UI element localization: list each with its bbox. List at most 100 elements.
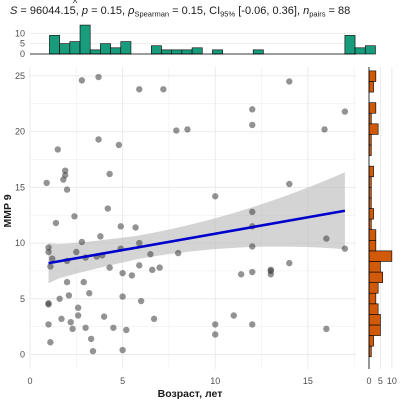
y-hist-bar	[368, 335, 374, 347]
p-eq: =	[88, 5, 101, 17]
p-value: 0.15	[101, 5, 122, 17]
data-point	[80, 278, 87, 286]
x-hist-bar	[354, 47, 366, 55]
x-hist-bar	[364, 45, 376, 55]
subtitle-svg: S = 96044.15, p = 0.15, ρSpearman = 0.15…	[10, 0, 350, 19]
x-hist-bar	[110, 47, 122, 55]
sep-1: ,	[76, 5, 82, 17]
data-point	[78, 238, 86, 246]
ci-label: CI	[209, 5, 220, 17]
data-point	[95, 136, 102, 143]
data-point	[43, 179, 50, 187]
data-point	[136, 86, 143, 93]
data-point	[149, 266, 156, 274]
data-point	[136, 262, 143, 269]
data-point	[78, 77, 86, 84]
x-hist-bar	[212, 49, 223, 55]
x-hist-bar	[171, 49, 183, 55]
n-value: 88	[338, 5, 350, 17]
y-hist-bar	[368, 282, 379, 294]
data-point	[89, 347, 97, 355]
data-point	[212, 331, 219, 338]
data-point	[119, 269, 126, 277]
x-hist-bar	[344, 35, 356, 55]
data-point	[95, 73, 102, 81]
data-point	[65, 292, 73, 299]
data-point	[100, 313, 108, 320]
data-point	[71, 213, 78, 220]
n-eq: =	[325, 5, 338, 17]
x-hist-bar	[151, 45, 162, 55]
confidence-band	[48, 172, 345, 284]
data-point	[58, 315, 65, 323]
data-point	[160, 86, 167, 93]
y-hist-tick-label: 0	[366, 376, 371, 386]
p-label: p	[81, 5, 88, 17]
y-hist-bar	[368, 314, 381, 326]
sep-3: ,	[203, 5, 209, 17]
chart-subtitle: S = 96044.15, p = 0.15, ρSpearman = 0.15…	[0, 0, 407, 22]
data-point	[45, 244, 52, 251]
y-hist-bar	[368, 239, 377, 252]
data-point	[49, 255, 56, 262]
data-point	[267, 267, 274, 275]
x-hist-bar	[89, 49, 101, 55]
data-point	[63, 278, 71, 286]
x-hist-tick-label: 5	[20, 39, 25, 49]
rho-value: 0.15	[182, 5, 203, 17]
x-tick-label: 15	[303, 376, 313, 386]
data-point	[61, 171, 69, 179]
y-hist-bar	[368, 261, 381, 273]
data-point	[119, 293, 126, 300]
data-point	[82, 324, 89, 331]
x-hist-tick-label: 10	[15, 28, 25, 38]
data-point	[249, 208, 256, 216]
axis-labels: Возраст, лет MMP 9	[2, 194, 222, 400]
data-point	[230, 312, 237, 319]
y-hist-tick-label: 5	[378, 376, 383, 386]
x-hist-bar	[59, 43, 71, 55]
x-hist-bar	[100, 43, 111, 55]
data-point	[74, 312, 82, 319]
n-sub: pairs	[309, 10, 326, 19]
data-point	[173, 127, 180, 134]
x-hist-bar	[69, 41, 81, 55]
data-point	[249, 243, 256, 250]
x-tick-label: 0	[27, 376, 32, 386]
data-point	[212, 321, 219, 328]
data-point	[115, 141, 123, 149]
y-hist-bar	[368, 123, 379, 135]
y-marginal-histogram: 0 5 10	[366, 67, 397, 386]
x-hist-bar	[161, 49, 172, 55]
y-axis-title: MMP 9	[2, 194, 14, 227]
data-point	[45, 321, 52, 328]
ci-sub: 95%	[220, 10, 235, 19]
data-point	[87, 335, 95, 343]
data-point	[45, 248, 52, 256]
x-hist-bar	[49, 35, 60, 55]
ci-band-shape	[48, 172, 345, 284]
x-tick-label: 5	[120, 376, 125, 386]
data-point	[123, 326, 130, 334]
y-hist-bar	[368, 292, 377, 305]
data-point	[69, 325, 76, 333]
data-point	[47, 339, 54, 346]
y-hist-bar	[368, 102, 377, 114]
y-tick-label: 10	[15, 238, 25, 248]
data-point	[132, 224, 139, 231]
y-hist-bar	[368, 70, 377, 82]
y-tick-label: 0	[20, 350, 25, 360]
data-point	[212, 193, 219, 200]
x-hist-tick-label: 0	[20, 49, 25, 59]
data-point	[286, 180, 293, 188]
x-hist-bar	[252, 49, 264, 55]
data-point	[174, 249, 182, 257]
data-point	[184, 126, 191, 133]
rho-label: ρ	[127, 5, 134, 17]
data-point	[323, 235, 330, 242]
x-hist-bar	[120, 41, 132, 55]
data-point	[86, 290, 93, 297]
y-hist-bar	[368, 250, 393, 262]
